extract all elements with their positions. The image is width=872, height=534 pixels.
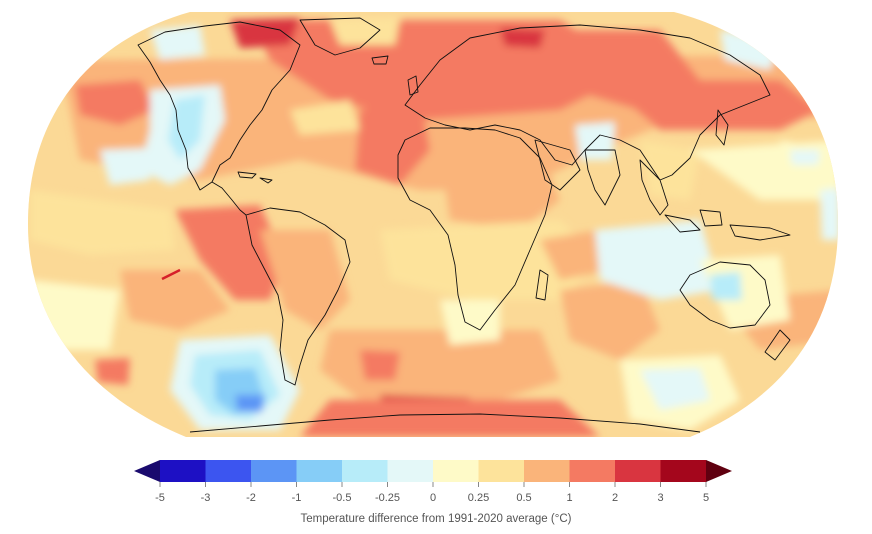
legend-tick-label: -5 [155,492,165,504]
legend-tick-label: 0 [430,492,436,504]
legend-swatch [478,460,525,482]
legend-tick-label: 5 [703,492,709,504]
color-legend: -5 -3 -2 -1 -0.5 -0.25 0 0.25 0.5 1 2 3 5 Temperatur… [134,460,732,525]
legend-swatch [660,460,707,482]
legend-tick-label: 3 [657,492,663,504]
legend-swatches [134,460,732,482]
legend-swatch [569,460,616,482]
legend-swatch [160,460,206,482]
legend-title: Temperature difference from 1991-2020 av… [301,513,572,525]
legend-swatch [296,460,343,482]
legend-swatch [524,460,570,482]
legend-under-arrow [134,460,160,482]
anomaly-patches [30,18,838,437]
continent-outlines [137,17,791,433]
legend-tick-label: -0.25 [375,492,400,504]
legend-tick-label: -0.5 [333,492,352,504]
legend-swatch [387,460,434,482]
legend-tick-label: -3 [201,492,211,504]
legend-swatch [205,460,252,482]
legend-swatch [251,460,297,482]
legend-tick-label: 0.25 [468,492,489,504]
legend-swatch [615,460,661,482]
legend-tick-label: -2 [246,492,256,504]
legend-tick-label: 2 [612,492,618,504]
legend-tick-label: 0.5 [516,492,531,504]
legend-swatch [433,460,479,482]
legend-tick-labels: -5 -3 -2 -1 -0.5 -0.25 0 0.25 0.5 1 2 3 5 [155,482,709,504]
legend-over-arrow [706,460,732,482]
highlighted-track-line [161,268,181,281]
legend-swatch [342,460,388,482]
legend-tick-label: -1 [292,492,302,504]
legend-tick-label: 1 [566,492,572,504]
temperature-anomaly-map [28,12,838,437]
